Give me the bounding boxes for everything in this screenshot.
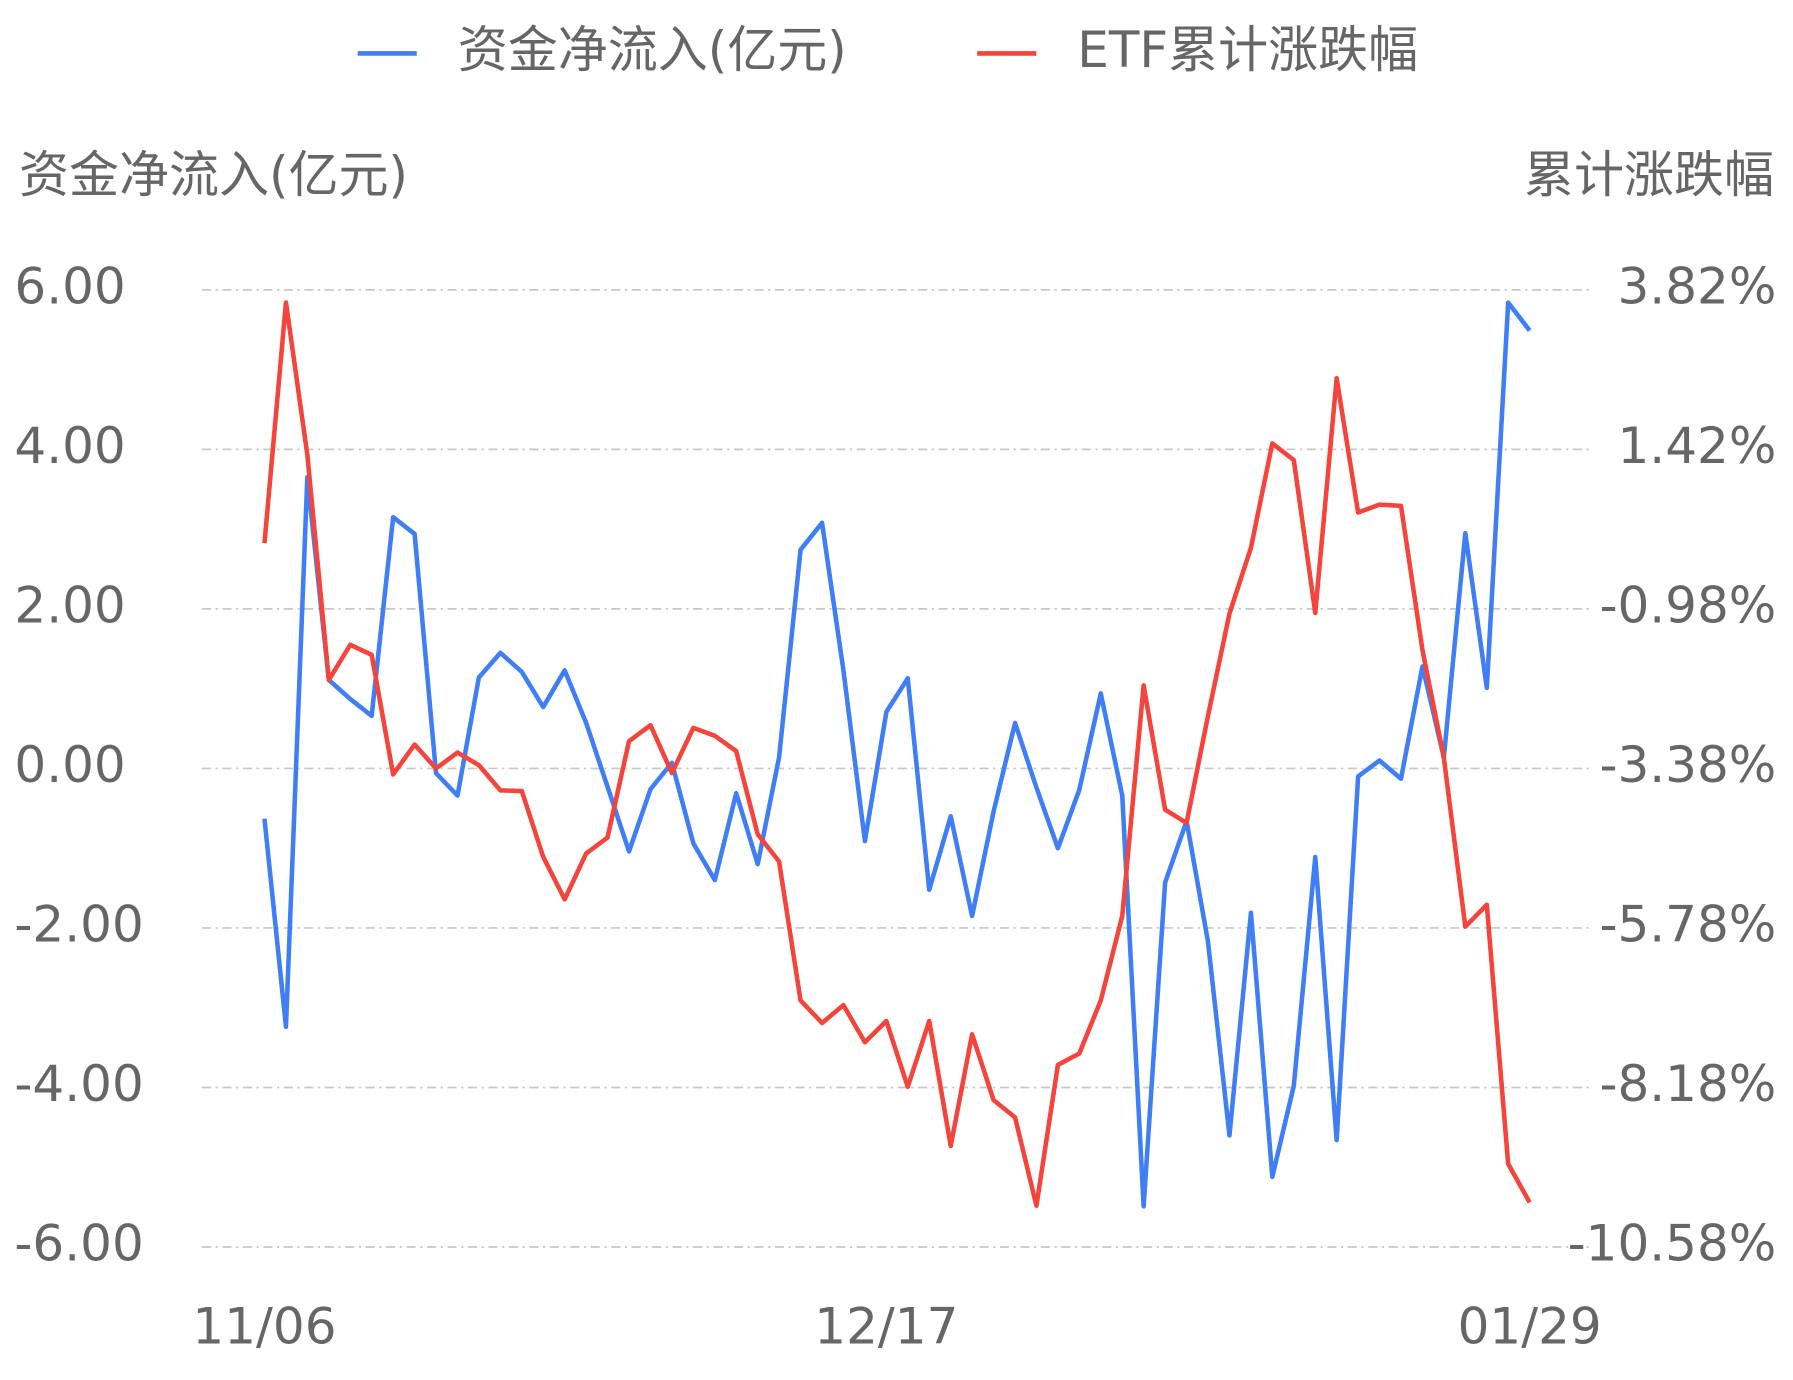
- legend-label: ETF累计涨跌幅: [1077, 21, 1418, 79]
- y-tick-label: 2.00: [14, 576, 125, 634]
- legend-label: 资金净流入(亿元): [458, 21, 847, 79]
- y-tick-label: -6.00: [14, 1215, 143, 1273]
- y2-tick-label: -8.18%: [1599, 1055, 1776, 1113]
- y2-tick-label: -3.38%: [1599, 736, 1776, 794]
- x-tick-label: 01/29: [1458, 1297, 1602, 1355]
- y-tick-label: -4.00: [14, 1055, 143, 1113]
- y2-tick-label: -5.78%: [1599, 895, 1776, 953]
- y2-tick-label: -10.58%: [1568, 1215, 1777, 1273]
- y2-axis-title: 累计涨跌幅: [1524, 146, 1774, 204]
- y2-tick-label: 1.42%: [1617, 417, 1776, 475]
- x-tick-label: 11/06: [192, 1297, 336, 1355]
- y-tick-label: 0.00: [14, 736, 125, 794]
- series-line: [262, 300, 1532, 1209]
- y-tick-label: 6.00: [14, 257, 125, 315]
- x-tick-label: 12/17: [814, 1297, 958, 1355]
- y2-tick-label: 3.82%: [1617, 257, 1776, 315]
- series-line: [262, 300, 1532, 1209]
- y-tick-label: 4.00: [14, 417, 125, 475]
- y-axis-title: 资金净流入(亿元): [19, 146, 408, 204]
- y2-tick-label: -0.98%: [1599, 576, 1776, 634]
- y-tick-label: -2.00: [14, 895, 143, 953]
